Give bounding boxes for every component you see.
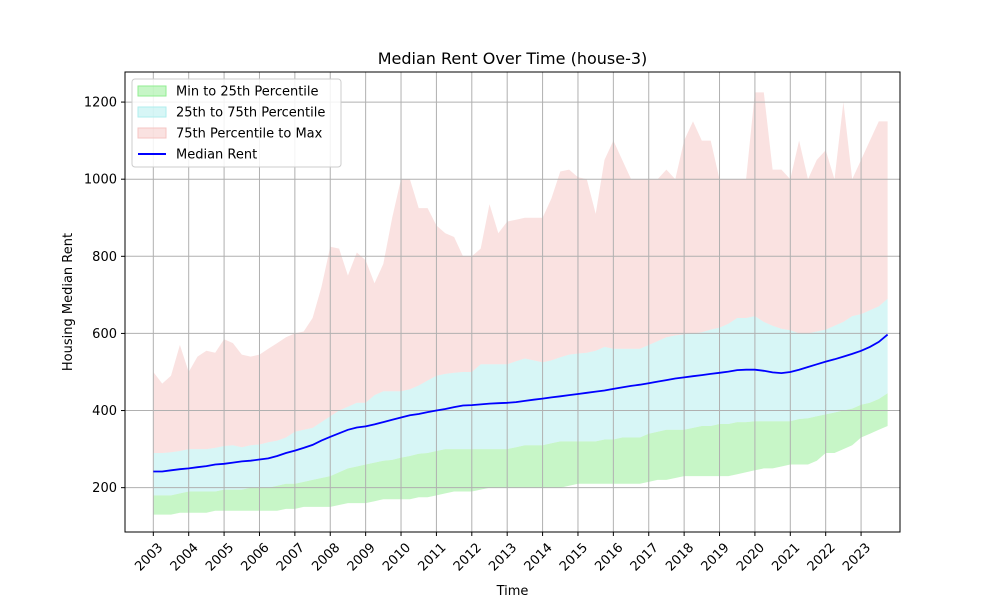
legend-box	[131, 78, 342, 168]
y-tick-label: 600	[92, 327, 117, 342]
y-axis-ticks: 200 400 600 800 1000 1200	[84, 96, 125, 496]
y-tick-label: 1200	[84, 96, 117, 111]
y-tick-label: 1000	[84, 173, 117, 188]
legend-label: Median Rent	[176, 148, 257, 163]
band-areas	[153, 92, 888, 515]
legend-items: Min to 25th Percentile 25th to 75th Perce…	[137, 85, 325, 163]
legend-swatch	[137, 106, 167, 118]
x-axis-label: Time	[496, 584, 529, 599]
chart-title: Median Rent Over Time (house-3)	[378, 49, 648, 68]
y-axis-label: Housing Median Rent	[61, 233, 76, 371]
grid-lines	[125, 72, 900, 532]
plot-frame	[124, 71, 901, 533]
y-tick-label: 800	[92, 250, 117, 265]
band-25th-to-75th	[153, 298, 888, 496]
legend-swatch	[137, 85, 167, 97]
legend-label: 25th to 75th Percentile	[176, 106, 325, 121]
band-min-to-25th	[153, 393, 888, 515]
median-layer	[153, 333, 889, 473]
median-rent-line	[153, 333, 889, 473]
legend-swatch	[137, 127, 167, 139]
band-75th-to-max	[153, 92, 888, 454]
legend-label: 75th Percentile to Max	[176, 127, 323, 142]
legend: Min to 25th Percentile 25th to 75th Perce…	[131, 78, 342, 168]
legend-label: Min to 25th Percentile	[176, 85, 319, 100]
y-tick-label: 200	[92, 481, 117, 496]
y-tick-label: 400	[92, 404, 117, 419]
